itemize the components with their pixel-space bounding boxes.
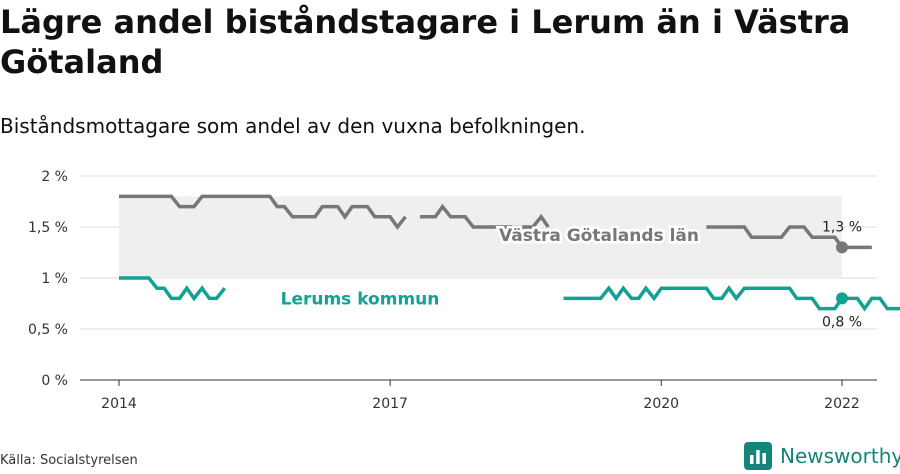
series-label: Västra Götalands län [499, 226, 699, 246]
end-value-label: 0,8 % [822, 314, 862, 330]
y-tick-label: 0,5 % [28, 322, 68, 338]
chart-title: Lägre andel biståndstagare i Lerum än i … [0, 3, 851, 81]
x-tick-label: 2017 [372, 396, 408, 412]
brand-name: Newsworthy [780, 444, 900, 468]
series-end-point [836, 241, 848, 254]
series-label: Lerums kommun [281, 289, 440, 309]
y-tick-label: 0 % [41, 373, 68, 389]
chart-subtitle: Biståndsmottagare som andel av den vuxna… [0, 114, 586, 138]
y-tick-label: 2 % [41, 169, 68, 185]
x-tick-label: 2022 [824, 396, 860, 412]
newsworthy-logo-icon [744, 442, 772, 470]
series-line-lerum [119, 276, 900, 312]
y-tick-label: 1,5 % [28, 220, 68, 236]
x-tick-label: 2020 [643, 396, 679, 412]
line-chart: 0 % 0,5 % 1 % 1,5 % 2 % 2014 2017 2020 2022 1,3 %… [28, 169, 900, 412]
end-value-label: 1,3 % [822, 219, 862, 235]
y-tick-label: 1 % [41, 271, 68, 287]
brand-logo[interactable]: Newsworthy [744, 442, 900, 470]
x-tick-label: 2014 [101, 396, 137, 412]
gap-band [119, 196, 842, 278]
source-note: Källa: Socialstyrelsen [0, 453, 138, 468]
series-end-point [836, 292, 848, 305]
